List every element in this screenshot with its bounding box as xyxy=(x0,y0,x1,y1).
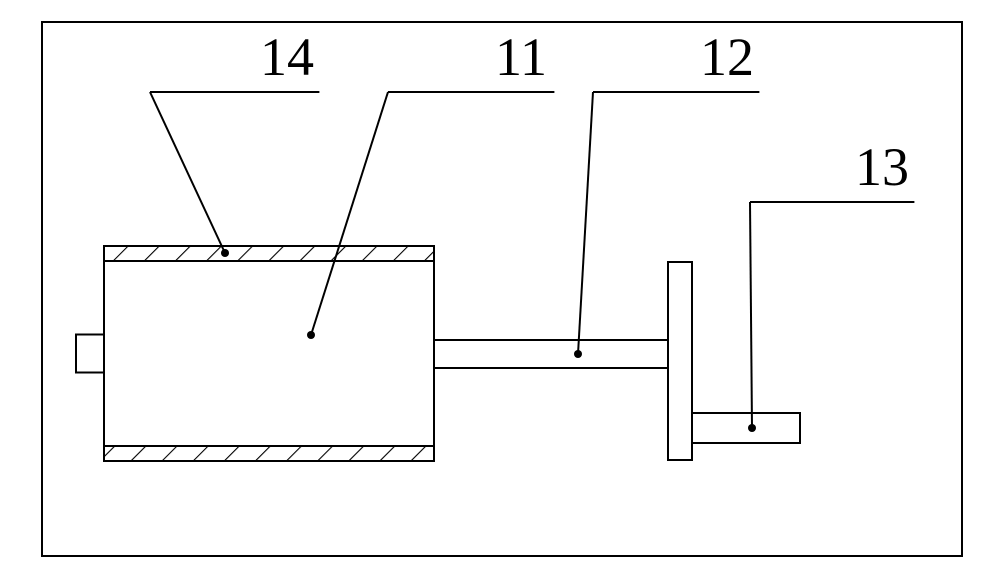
diagram-svg xyxy=(0,0,1000,586)
callout-label-14: 14 xyxy=(260,30,314,84)
callout-label-12: 12 xyxy=(700,30,754,84)
callout-label-13: 13 xyxy=(855,140,909,194)
diagram-stage: 14 11 12 13 xyxy=(0,0,1000,586)
callout-label-11: 11 xyxy=(495,30,547,84)
